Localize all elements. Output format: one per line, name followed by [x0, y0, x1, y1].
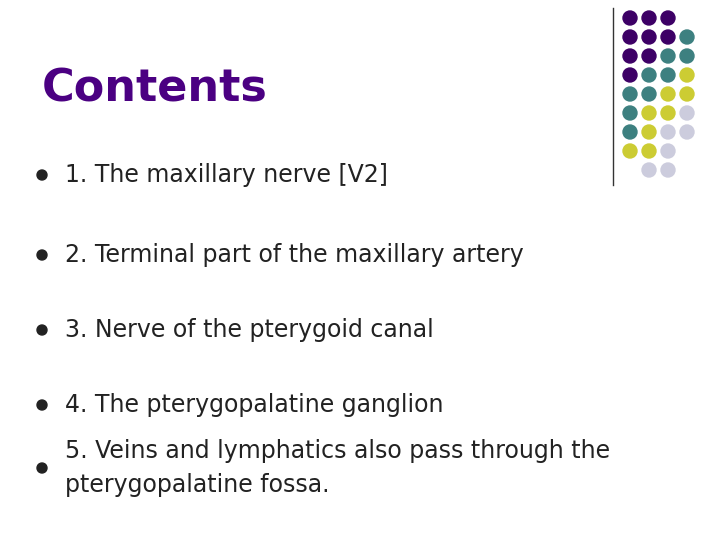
- Circle shape: [680, 125, 694, 139]
- Text: 2. Terminal part of the maxillary artery: 2. Terminal part of the maxillary artery: [65, 243, 523, 267]
- Circle shape: [680, 30, 694, 44]
- Circle shape: [642, 106, 656, 120]
- Circle shape: [661, 49, 675, 63]
- Circle shape: [37, 400, 47, 410]
- Circle shape: [623, 125, 637, 139]
- Circle shape: [37, 250, 47, 260]
- Circle shape: [623, 87, 637, 101]
- Text: 5. Veins and lymphatics also pass through the
pterygopalatine fossa.: 5. Veins and lymphatics also pass throug…: [65, 439, 610, 497]
- Circle shape: [642, 144, 656, 158]
- Circle shape: [680, 87, 694, 101]
- Circle shape: [661, 106, 675, 120]
- Circle shape: [642, 68, 656, 82]
- Circle shape: [661, 163, 675, 177]
- Circle shape: [661, 68, 675, 82]
- Circle shape: [37, 325, 47, 335]
- Circle shape: [623, 11, 637, 25]
- Circle shape: [680, 106, 694, 120]
- Circle shape: [623, 49, 637, 63]
- Circle shape: [661, 30, 675, 44]
- Circle shape: [642, 163, 656, 177]
- Circle shape: [642, 49, 656, 63]
- Circle shape: [623, 68, 637, 82]
- Circle shape: [680, 68, 694, 82]
- Circle shape: [661, 125, 675, 139]
- Text: 4. The pterygopalatine ganglion: 4. The pterygopalatine ganglion: [65, 393, 444, 417]
- Text: 3. Nerve of the pterygoid canal: 3. Nerve of the pterygoid canal: [65, 318, 433, 342]
- Circle shape: [661, 144, 675, 158]
- Circle shape: [37, 463, 47, 473]
- Circle shape: [642, 11, 656, 25]
- Circle shape: [623, 106, 637, 120]
- Circle shape: [642, 125, 656, 139]
- Text: 1. The maxillary nerve [V2]: 1. The maxillary nerve [V2]: [65, 163, 388, 187]
- Circle shape: [642, 87, 656, 101]
- Circle shape: [623, 30, 637, 44]
- Text: Contents: Contents: [42, 68, 268, 111]
- Circle shape: [37, 170, 47, 180]
- Circle shape: [642, 30, 656, 44]
- Circle shape: [661, 11, 675, 25]
- Circle shape: [661, 87, 675, 101]
- Circle shape: [680, 49, 694, 63]
- Circle shape: [623, 144, 637, 158]
